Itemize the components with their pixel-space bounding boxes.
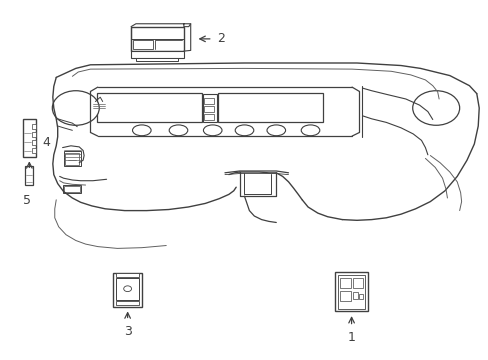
Circle shape <box>123 286 131 292</box>
Bar <box>32 140 36 145</box>
Ellipse shape <box>235 125 253 136</box>
Bar <box>131 51 183 58</box>
Bar <box>133 40 152 49</box>
Bar <box>32 148 36 153</box>
Bar <box>204 106 214 112</box>
Bar <box>116 278 139 300</box>
Bar <box>65 153 79 165</box>
Bar <box>339 291 350 301</box>
Bar <box>136 58 177 61</box>
Circle shape <box>52 91 99 125</box>
Bar <box>116 273 139 277</box>
Bar <box>131 27 183 51</box>
Bar <box>25 166 33 185</box>
Bar <box>339 278 350 288</box>
Ellipse shape <box>132 125 151 136</box>
Bar <box>217 93 322 122</box>
Bar <box>352 278 363 288</box>
Bar <box>63 151 81 166</box>
Bar <box>97 93 202 122</box>
Text: 4: 4 <box>42 136 50 149</box>
Bar <box>32 124 36 129</box>
Ellipse shape <box>169 125 187 136</box>
Bar <box>62 185 81 193</box>
Text: 3: 3 <box>123 325 131 338</box>
Text: 2: 2 <box>217 32 225 45</box>
Circle shape <box>412 91 459 125</box>
Bar <box>352 292 358 299</box>
Bar <box>116 301 139 305</box>
Bar <box>203 94 216 122</box>
Bar <box>359 294 363 299</box>
Ellipse shape <box>266 125 285 136</box>
Text: 1: 1 <box>347 331 355 344</box>
Bar <box>23 119 36 157</box>
Bar <box>204 98 214 104</box>
Bar <box>113 273 142 307</box>
Ellipse shape <box>203 125 222 136</box>
Ellipse shape <box>301 125 319 136</box>
Bar <box>32 132 36 137</box>
Bar <box>204 114 214 120</box>
Text: 5: 5 <box>23 194 31 207</box>
Bar <box>337 275 365 309</box>
Bar <box>334 272 367 311</box>
Bar <box>64 186 80 192</box>
